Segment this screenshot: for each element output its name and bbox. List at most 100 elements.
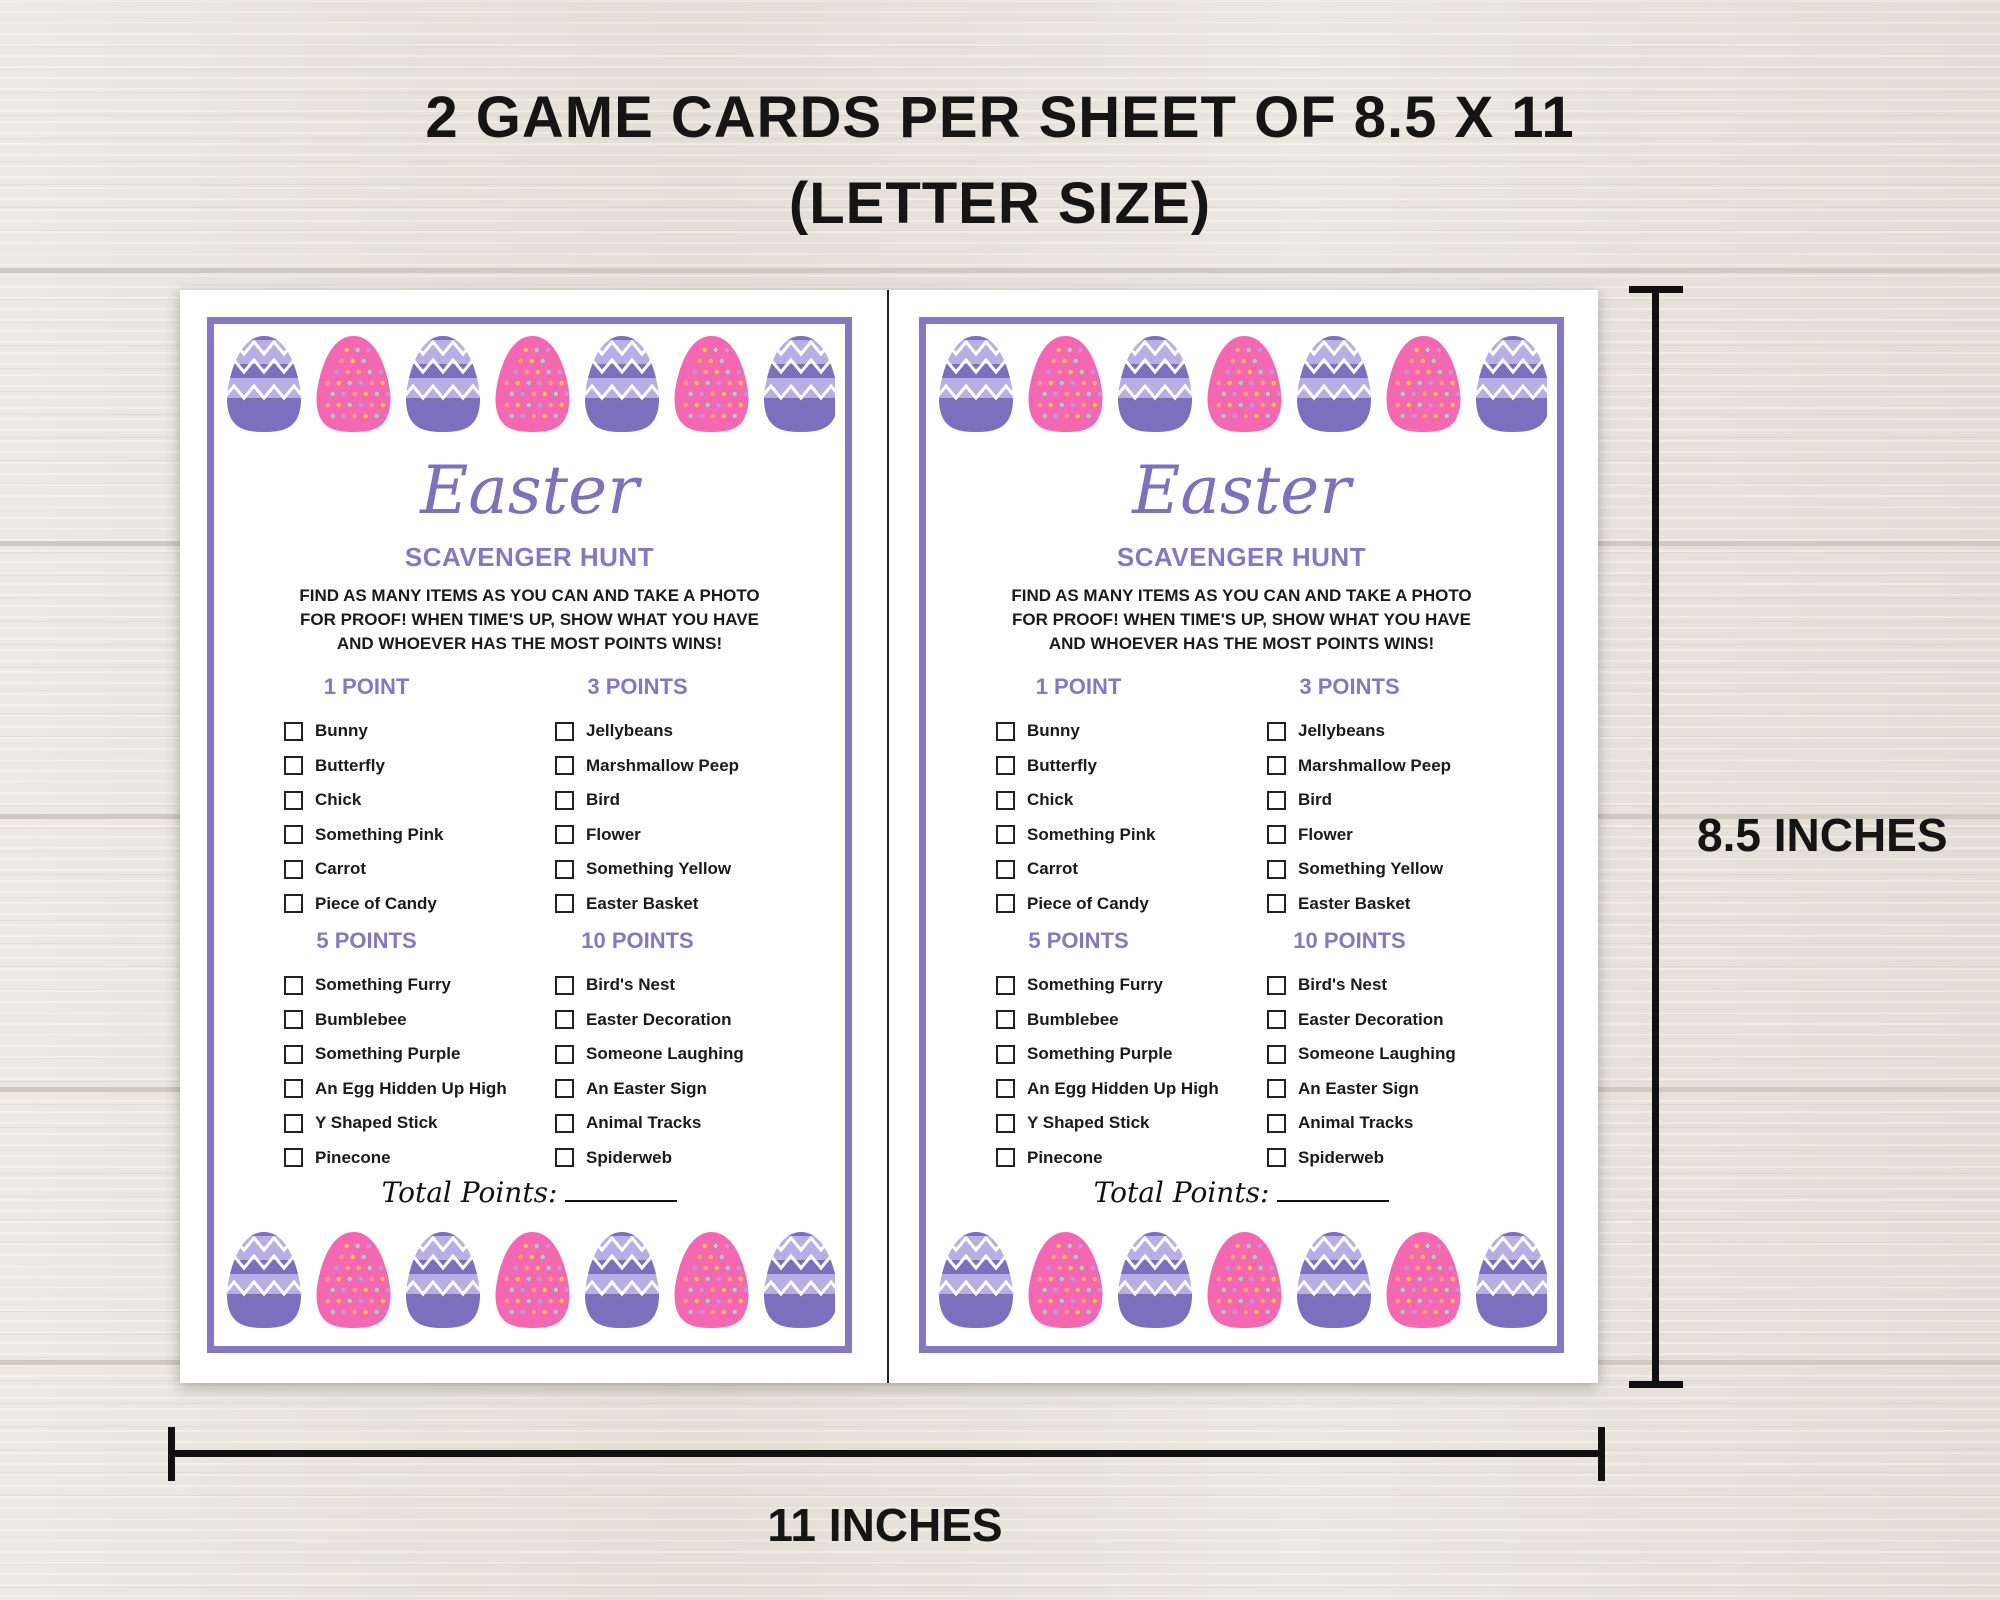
total-points-label: Total Points: [381,1176,558,1209]
points-section: 1 POINT Bunny Butterfly Chick Something Pink… [996,674,1246,921]
checkbox[interactable] [555,1044,574,1064]
points-section: 10 POINTS Bird's Nest Easter Decoration Som… [1267,928,1517,1175]
points-heading: 3 POINTS [1299,674,1400,699]
checkbox[interactable] [284,790,303,810]
checkbox[interactable] [1267,1113,1286,1133]
checkbox[interactable] [555,1010,574,1030]
checklist-item: Flower [1267,818,1517,853]
checklist-item-label: Marshmallow Peep [1298,755,1452,775]
headline-line-2: (LETTER SIZE) [788,171,1212,236]
checkbox[interactable] [284,721,303,741]
pink-dotted-egg-icon [1386,336,1461,432]
height-dimension-cap-top [1629,286,1683,293]
pink-dotted-egg-icon [1207,1232,1282,1328]
checkbox[interactable] [1267,1044,1286,1064]
checkbox[interactable] [1267,859,1286,879]
checkbox[interactable] [284,1148,303,1168]
headline-line-1: 2 GAME CARDS PER SHEET OF 8.5 X 11 [425,85,1575,150]
purple-zigzag-egg-icon [1118,1232,1192,1328]
checklist-item: Carrot [996,852,1246,887]
width-dimension-label: 11 INCHES [767,1499,1003,1551]
total-points-blank[interactable] [565,1200,678,1202]
checkbox[interactable] [555,859,574,879]
checklist-item: Bunny [284,714,534,749]
checkbox[interactable] [996,721,1015,741]
checkbox[interactable] [1267,756,1286,776]
checklist-item: Animal Tracks [1267,1106,1517,1141]
total-points: Total Points: [926,1176,1557,1209]
checkbox[interactable] [555,721,574,741]
checkbox[interactable] [996,1044,1015,1064]
checkbox[interactable] [284,859,303,879]
checkbox[interactable] [555,1113,574,1133]
card-instructions: FIND AS MANY ITEMS AS YOU CAN AND TAKE A… [996,584,1487,656]
checkbox[interactable] [996,975,1015,995]
checkbox[interactable] [996,894,1015,914]
total-points-label: Total Points: [1093,1176,1270,1209]
checkbox[interactable] [284,1044,303,1064]
checkbox[interactable] [284,894,303,914]
checkbox[interactable] [996,1113,1015,1133]
checklist-item-label: Bird's Nest [586,975,676,995]
total-points-blank[interactable] [1277,1200,1390,1202]
purple-zigzag-egg-icon [1476,1232,1547,1328]
checklist-item-label: Bird [1298,790,1332,810]
pink-dotted-egg-icon [1028,336,1103,432]
checkbox[interactable] [555,894,574,914]
checkbox[interactable] [555,756,574,776]
checkbox[interactable] [1267,721,1286,741]
checkbox[interactable] [284,1113,303,1133]
checkbox[interactable] [555,975,574,995]
instruction-line: AND WHOEVER HAS THE MOST POINTS WINS! [336,634,723,653]
checklist-item-label: An Egg Hidden Up High [315,1078,507,1098]
checklist-item: Something Purple [284,1037,534,1072]
checkbox[interactable] [996,825,1015,845]
checkbox[interactable] [284,756,303,776]
checklist-item: An Egg Hidden Up High [284,1072,534,1107]
card-title: Easter [420,452,639,529]
checklist-item-label: Bumblebee [1027,1009,1119,1029]
checkbox[interactable] [284,1079,303,1099]
checklist-item-label: Spiderweb [586,1147,672,1167]
checkbox[interactable] [284,825,303,845]
checkbox[interactable] [996,1148,1015,1168]
checkbox[interactable] [996,790,1015,810]
checklist-item: Easter Basket [555,887,805,922]
checklist-item: Something Yellow [1267,852,1517,887]
checkbox[interactable] [555,1079,574,1099]
checklist-item-label: Bird's Nest [1298,975,1388,995]
checkbox[interactable] [1267,894,1286,914]
checklist-item-label: Animal Tracks [1298,1113,1414,1133]
checklist-item: Flower [555,818,805,853]
checklist-item: Something Pink [996,818,1246,853]
checklist-item: Bird's Nest [555,968,805,1003]
pink-dotted-egg-icon [674,336,749,432]
purple-zigzag-egg-icon [585,1232,659,1328]
points-section: 10 POINTS Bird's Nest Easter Decoration Som… [555,928,805,1175]
checkbox[interactable] [555,790,574,810]
checkbox[interactable] [1267,975,1286,995]
checkbox[interactable] [284,1010,303,1030]
checkbox[interactable] [996,1010,1015,1030]
checkbox[interactable] [996,1079,1015,1099]
checkbox[interactable] [284,975,303,995]
checklist-item-label: Y Shaped Stick [315,1113,438,1133]
checklist-item-label: Something Furry [1027,975,1164,995]
checkbox[interactable] [555,1148,574,1168]
checklist-item: Someone Laughing [555,1037,805,1072]
checkbox[interactable] [1267,1148,1286,1168]
checklist-item: Bird [555,783,805,818]
checkbox[interactable] [1267,790,1286,810]
checkbox[interactable] [555,825,574,845]
checklist-item-label: Easter Decoration [586,1009,732,1029]
checkbox[interactable] [1267,1010,1286,1030]
checklist-item: Butterfly [996,749,1246,784]
checklist-item-label: Marshmallow Peep [586,755,740,775]
checklist-item-label: An Easter Sign [1298,1078,1419,1098]
checkbox[interactable] [996,756,1015,776]
checkbox[interactable] [996,859,1015,879]
checklist-item: Chick [996,783,1246,818]
checkbox[interactable] [1267,825,1286,845]
checkbox[interactable] [1267,1079,1286,1099]
checklist-item: An Easter Sign [1267,1072,1517,1107]
